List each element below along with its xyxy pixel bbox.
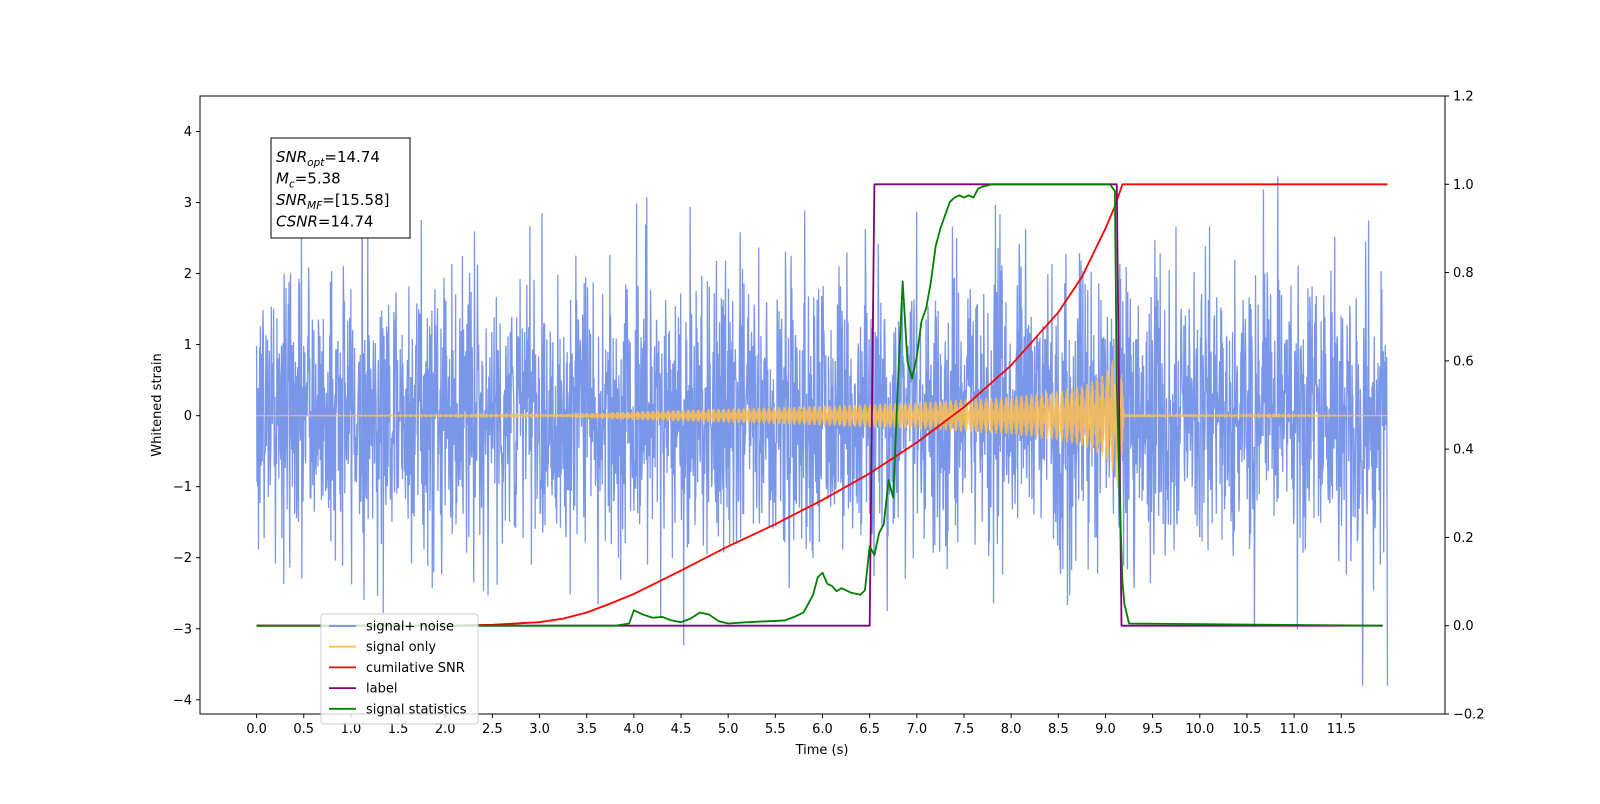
x-tick-label: 0.5 [293,722,314,737]
annotation-line: CSNR=14.74 [276,213,373,231]
annotation-line: SNRMF=[15.58] [276,191,390,212]
x-tick-label: 10.5 [1232,722,1261,737]
legend: signal+ noise signal only cumilative SNR la… [320,613,479,725]
y2-axis-ticks: −0.2 0.0 0.2 0.4 0.6 0.8 1.0 1.2 [1445,90,1485,723]
y2-tick-label: 1.0 [1453,178,1474,193]
y2-tick-label: 1.2 [1453,90,1474,105]
x-tick-label: 9.5 [1142,722,1163,737]
x-tick-label: 11.0 [1280,722,1309,737]
annotation-frame [270,137,411,239]
series-cumilative-snr-line [256,183,1388,627]
x-tick-label: 6.5 [859,722,880,737]
y-tick-label: −1 [173,480,192,495]
y2-tick-label: 0.0 [1453,619,1474,634]
y-tick-label: 0 [184,409,192,424]
series-signal-noise-line [255,176,1389,686]
y-tick-label: −3 [173,622,192,637]
legend-frame [320,613,479,725]
y-tick-label: 4 [184,125,192,140]
legend-label: signal statistics [366,702,467,717]
y-tick-label: 3 [184,196,192,211]
y-tick-label: 1 [184,338,192,353]
series-signal-only-line [256,344,1388,488]
x-tick-label: 1.0 [341,722,362,737]
x-tick-label: 5.5 [765,722,786,737]
annotation-line: Mc=5.38 [276,170,341,191]
y2-tick-label: 0.4 [1453,443,1474,458]
x-tick-label: 1.5 [388,722,409,737]
x-tick-label: 10.0 [1185,722,1214,737]
x-tick-label: 3.5 [576,722,597,737]
annotation-line: SNRopt=14.74 [276,148,380,169]
legend-label: signal only [366,640,436,655]
x-tick-label: 2.0 [435,722,456,737]
x-axis-ticks: 0.0 0.5 1.0 1.5 2.0 2.5 3.0 3.5 4.0 4.5 5.0 5.5 6.0 6… [246,714,1356,737]
y-tick-label: −4 [173,693,192,708]
x-tick-label: 6.0 [812,722,833,737]
y-axis-label: Whitened strain [150,353,165,456]
y-tick-label: −2 [173,551,192,566]
x-tick-label: 7.5 [954,722,975,737]
x-tick-label: 5.0 [718,722,739,737]
y2-tick-label: 0.8 [1453,266,1474,281]
y2-tick-label: 0.6 [1453,354,1474,369]
x-axis-label: Time (s) [795,743,849,758]
x-tick-label: 7.0 [906,722,927,737]
x-tick-label: 4.5 [671,722,692,737]
y-axis-ticks: −4 −3 −2 −1 0 1 2 3 4 [173,125,200,708]
x-tick-label: 4.0 [624,722,645,737]
legend-label: signal+ noise [366,620,454,635]
x-tick-label: 11.5 [1327,722,1356,737]
y2-tick-label: −0.2 [1453,708,1485,723]
x-tick-label: 8.5 [1048,722,1069,737]
x-tick-label: 3.0 [529,722,550,737]
legend-label: cumilative SNR [366,661,465,676]
x-tick-label: 9.0 [1095,722,1116,737]
y2-tick-label: 0.2 [1453,531,1474,546]
x-tick-label: 0.0 [246,722,267,737]
series-signal-statistics-line [256,183,1382,627]
x-tick-label: 2.5 [482,722,503,737]
legend-label: label [366,682,397,697]
y-tick-label: 2 [184,267,192,282]
x-tick-label: 8.0 [1001,722,1022,737]
plot-data-layer [255,176,1389,686]
annotation-box: SNRopt=14.74Mc=5.38SNRMF=[15.58]CSNR=14.… [270,137,411,239]
